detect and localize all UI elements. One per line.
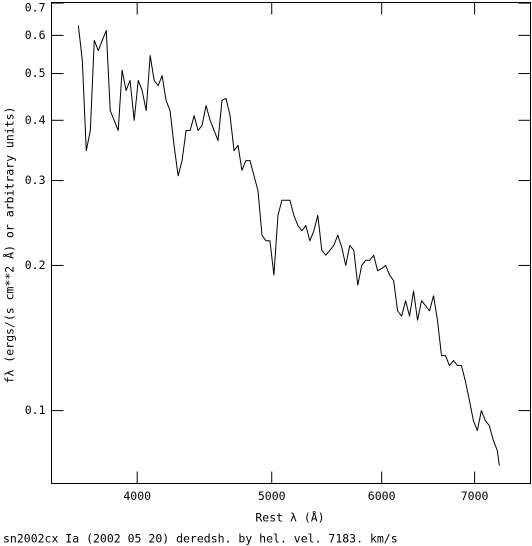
y-tick-label: 0.2 [25,258,46,272]
y-tick-label: 0.5 [25,66,46,80]
y-axis-label: fλ (ergs/(s cm**2 Å) or arbitrary units) [2,107,17,384]
x-tick-label: 4000 [123,489,151,503]
spectrum-line [77,25,500,466]
y-tick-label: 0.7 [25,1,46,15]
y-tick-label: 0.4 [25,113,46,127]
y-tick-label: 0.6 [25,28,46,42]
y-tick-label: 0.3 [25,173,46,187]
x-tick-label: 6000 [368,489,396,503]
y-tick-label: 0.1 [25,403,46,417]
x-axis-label: Rest λ (Å) [255,510,324,525]
x-tick-label: 5000 [258,489,286,503]
caption: sn2002cx Ia (2002 05 20) deredsh. by hel… [3,532,398,546]
x-tick-label: 7000 [461,489,489,503]
plot-frame [51,2,531,484]
